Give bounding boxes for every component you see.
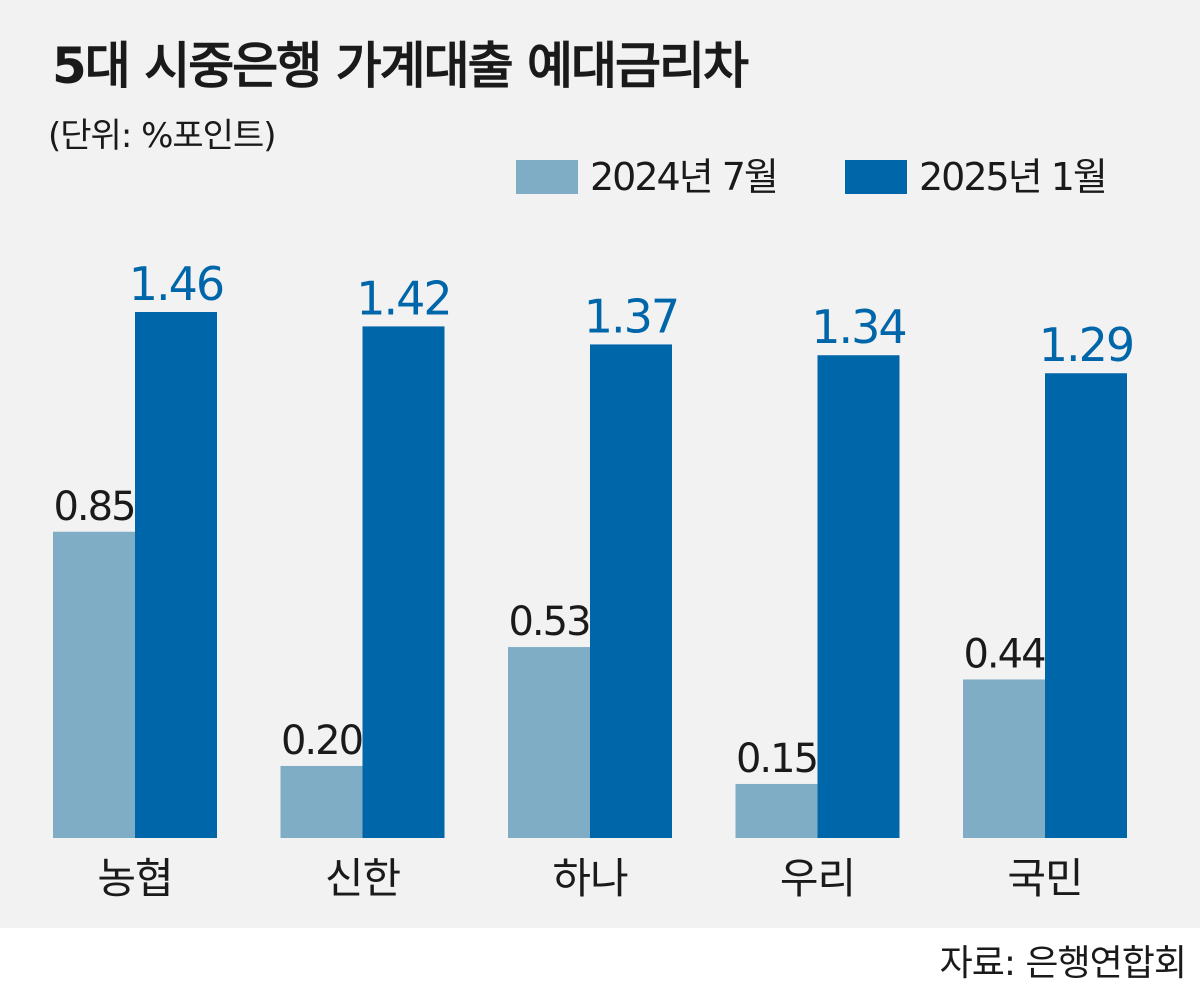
category-label-4: 국민 [1007, 854, 1082, 903]
category-label-1: 신한 [325, 854, 401, 903]
bar-2024-7-3 [735, 783, 818, 838]
source-note: 자료: 은행연합회 [939, 943, 1187, 984]
bar-2024-7-0 [53, 531, 135, 838]
bar-2024-7-1 [280, 765, 363, 838]
legend-label-2025-01: 2025년 1월 [919, 155, 1108, 199]
bar-2024-7-4 [963, 679, 1045, 838]
bar-2025-1-4 [1045, 373, 1127, 838]
value-label-2025-1-1: 1.42 [356, 271, 450, 325]
category-label-0: 농협 [97, 854, 172, 903]
bar-chart: 0.85 1.46 농협 0.20 1.42 신한 0.53 1.37 하나 0.15 1.34 우리… [53, 257, 1135, 903]
bar-2024-7-2 [508, 647, 590, 838]
bar-2025-1-3 [817, 355, 900, 838]
legend-swatch-2024-07 [516, 160, 578, 194]
value-label-2025-1-3: 1.34 [811, 300, 905, 354]
legend-label-2024-07: 2024년 7월 [590, 155, 779, 199]
bar-2025-1-1 [362, 326, 445, 838]
category-label-3: 우리 [780, 854, 855, 903]
value-label-2025-1-0: 1.46 [129, 257, 223, 311]
value-label-2025-1-2: 1.37 [584, 289, 678, 343]
chart-title: 5대 시중은행 가계대출 예대금리차 [52, 37, 749, 95]
value-label-2024-7-2: 0.53 [508, 599, 589, 645]
bar-2025-1-2 [590, 344, 672, 838]
value-label-2024-7-3: 0.15 [736, 736, 817, 782]
unit-label: (단위: %포인트) [48, 116, 276, 156]
value-label-2025-1-4: 1.29 [1039, 318, 1133, 372]
legend-swatch-2025-01 [845, 160, 907, 194]
value-label-2024-7-1: 0.20 [281, 718, 362, 764]
value-label-2024-7-0: 0.85 [53, 484, 134, 530]
category-label-2: 하나 [552, 854, 628, 903]
value-label-2024-7-4: 0.44 [963, 631, 1045, 677]
bar-2025-1-0 [135, 312, 217, 838]
